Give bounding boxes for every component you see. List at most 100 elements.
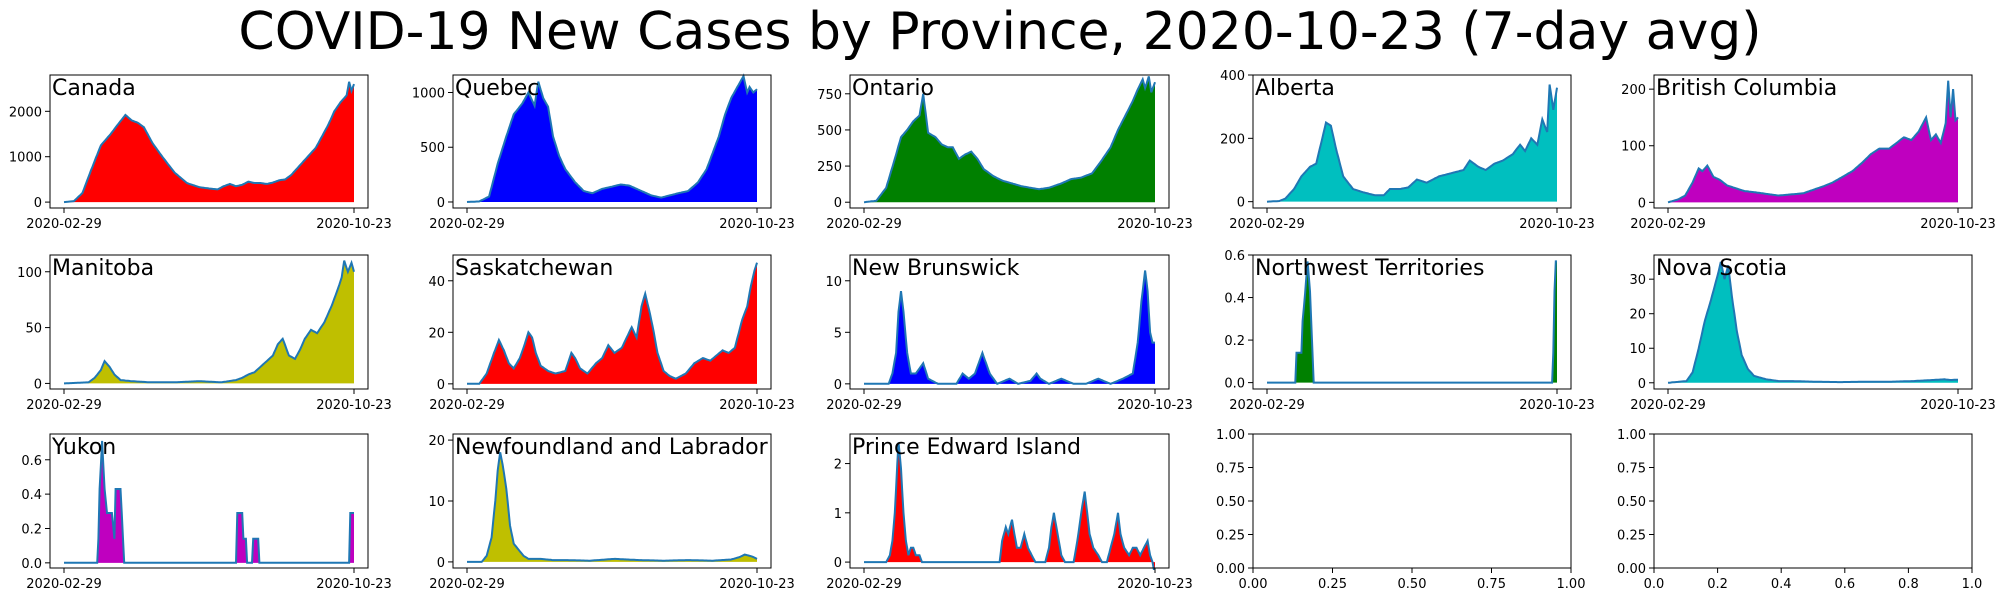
series-area <box>864 442 1155 569</box>
series-line <box>63 81 355 204</box>
y-tick-label: 0 <box>1638 196 1646 211</box>
axes-frame <box>1252 254 1572 390</box>
y-tick-label: 500 <box>817 124 842 139</box>
x-tick-label: 2020-02-29 <box>826 398 902 413</box>
y-tick-label: 40 <box>428 275 445 290</box>
x-tick-label: 2020-02-29 <box>429 398 505 413</box>
x-tick-label: 0.2 <box>1707 577 1728 592</box>
y-tick-label: 0.00 <box>1216 562 1245 577</box>
y-tick-label: 20 <box>428 326 445 341</box>
x-tick-label: 2020-10-23 <box>1519 398 1595 413</box>
y-tick-label: 1 <box>834 507 842 522</box>
subplot-title: Newfoundland and Labrador <box>455 435 769 460</box>
series-line <box>64 440 354 564</box>
x-tick-label: 2020-10-23 <box>1117 577 1193 592</box>
x-tick-label: 2020-02-29 <box>429 217 505 232</box>
y-tick-label: 0.2 <box>1224 334 1245 349</box>
y-tick-label: 0.6 <box>21 454 42 469</box>
subplot-title: British Columbia <box>1656 76 1837 101</box>
subplot-title: Saskatchewan <box>455 256 613 281</box>
y-tick-label: 0.50 <box>1617 495 1646 510</box>
subplot-new-brunswick: 0 5 10 2020-02-29 2020-10-23 New Brunswick <box>825 254 1193 413</box>
y-tick-label: 0 <box>834 196 842 211</box>
y-tick-label: 50 <box>25 322 42 337</box>
x-tick-label: 2020-02-29 <box>26 217 102 232</box>
subplot-nova-scotia: 0 10 20 30 2020-02-29 2020-10-23 Nova Scotia <box>1629 254 1996 413</box>
y-tick-label: 0 <box>437 196 445 211</box>
series-line <box>64 259 355 385</box>
series-line <box>864 270 1155 386</box>
subplot-saskatchewan: 0 20 40 2020-02-29 2020-10-23 Saskatchewan <box>428 254 795 413</box>
y-tick-label: 750 <box>817 88 842 103</box>
series-area <box>864 76 1155 203</box>
x-tick-label: 1.00 <box>1557 577 1586 592</box>
subplot-title: Yukon <box>51 435 116 460</box>
y-tick-label: 100 <box>17 266 42 281</box>
y-tick-label: 10 <box>1629 342 1646 357</box>
series-area <box>64 260 354 384</box>
x-tick-label: 2020-02-29 <box>826 217 902 232</box>
subplot-title: Northwest Territories <box>1255 256 1484 281</box>
series-line <box>467 262 758 385</box>
y-tick-label: 0.4 <box>21 488 42 503</box>
series-line <box>467 452 758 563</box>
x-tick-label: 0.0 <box>1644 577 1665 592</box>
y-tick-label: 0.25 <box>1617 529 1646 544</box>
x-tick-label: 2020-02-29 <box>1229 217 1305 232</box>
subplot-british-columbia: 0 100 200 2020-02-29 2020-10-23 British Colum… <box>1621 74 1996 232</box>
y-tick-label: 0.4 <box>1224 292 1245 307</box>
y-tick-label: 30 <box>1629 273 1646 288</box>
series-line <box>466 73 758 203</box>
y-tick-label: 0.25 <box>1216 529 1245 544</box>
subplot-title: New Brunswick <box>852 256 1020 281</box>
subplot-newfoundland-and-labrador: 0 10 20 2020-02-29 2020-10-23 Newfoundland an… <box>428 433 795 592</box>
y-tick-label: 2 <box>834 458 842 473</box>
y-tick-label: 0 <box>1638 377 1646 392</box>
y-tick-label: 0.00 <box>1617 562 1646 577</box>
axes-frame <box>1653 254 1973 390</box>
y-tick-label: 0.75 <box>1617 462 1646 477</box>
x-tick-label: 2020-10-23 <box>316 398 392 413</box>
y-tick-label: 400 <box>1220 69 1245 84</box>
series-area <box>467 262 757 384</box>
subplot-title: Quebec <box>455 76 539 101</box>
y-tick-label: 0.2 <box>21 522 42 537</box>
y-tick-label: 2000 <box>9 105 42 120</box>
axes-frame <box>849 74 1170 209</box>
y-tick-label: 250 <box>817 160 842 175</box>
x-tick-label: 2020-02-29 <box>1630 217 1706 232</box>
y-tick-label: 0 <box>437 556 445 571</box>
x-tick-label: 2020-02-29 <box>826 577 902 592</box>
x-tick-label: 2020-02-29 <box>1630 398 1706 413</box>
x-tick-label: 2020-10-23 <box>719 217 795 232</box>
series-line <box>864 442 1155 570</box>
subplot-title: Nova Scotia <box>1656 256 1787 281</box>
series-line <box>1267 260 1557 384</box>
y-tick-label: 10 <box>428 495 445 510</box>
y-tick-label: 0 <box>34 377 42 392</box>
x-tick-label: 2020-10-23 <box>1920 217 1996 232</box>
y-tick-label: 0 <box>34 196 42 211</box>
axes-frame <box>849 433 1170 569</box>
subplot-northwest-territories: 0.0 0.2 0.4 0.6 2020-02-29 2020-10-23 Northwes… <box>1224 249 1594 413</box>
subplot-alberta: 0 200 400 2020-02-29 2020-10-23 Alberta <box>1220 69 1595 232</box>
subplot-yukon: 0.0 0.2 0.4 0.6 2020-02-29 2020-10-23 Yukon <box>21 433 392 592</box>
series-area <box>1668 80 1958 203</box>
x-tick-label: 2020-02-29 <box>26 577 102 592</box>
x-tick-label: 2020-10-23 <box>1920 398 1996 413</box>
x-tick-label: 0.4 <box>1771 577 1792 592</box>
y-tick-label: 1000 <box>412 87 445 102</box>
series-area <box>1267 84 1557 202</box>
axes-frame <box>849 254 1170 390</box>
x-tick-label: 0.8 <box>1898 577 1919 592</box>
subplot-title: Canada <box>52 76 136 101</box>
y-tick-label: 5 <box>834 326 842 341</box>
axes-frame <box>1252 433 1572 569</box>
y-tick-label: 200 <box>1621 83 1646 98</box>
subplot-canada: 0 1000 2000 2020-02-29 2020-10-23 Canada <box>9 74 392 232</box>
axes-frame <box>49 254 369 390</box>
y-tick-label: 500 <box>420 141 445 156</box>
y-tick-label: 0.6 <box>1224 249 1245 264</box>
x-tick-label: 2020-10-23 <box>1519 217 1595 232</box>
